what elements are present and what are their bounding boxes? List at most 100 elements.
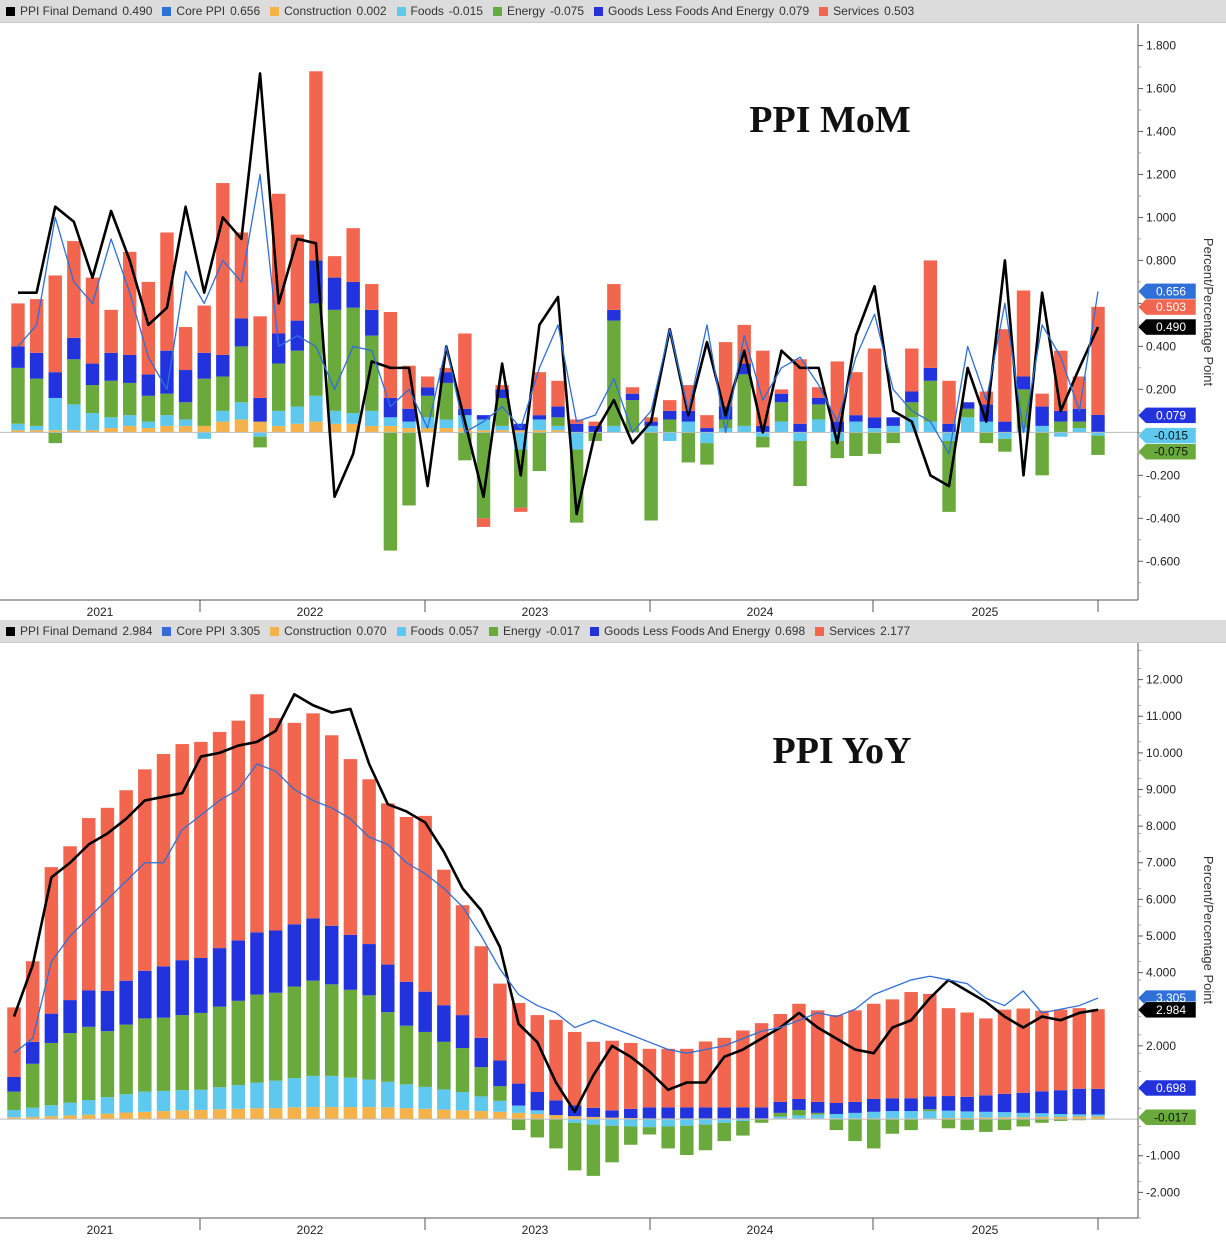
bar-goods_less xyxy=(7,1077,21,1092)
bar-energy xyxy=(399,1025,414,1085)
bar-energy xyxy=(1072,1119,1087,1121)
bar-services xyxy=(811,387,826,398)
bar-foods xyxy=(997,1112,1012,1118)
bar-services xyxy=(306,713,320,919)
bar-services xyxy=(625,387,640,394)
legend-swatch xyxy=(162,626,172,636)
bar-goods_less xyxy=(383,397,398,418)
bar-services xyxy=(810,1010,825,1102)
legend-top: PPI Final Demand 0.490 Core PPI 0.656 Constr… xyxy=(0,0,1226,23)
bar-goods_less xyxy=(474,1037,488,1068)
legend-item-construction: Construction 0.002 xyxy=(270,4,387,18)
bar-energy xyxy=(1016,1119,1030,1127)
bar-energy xyxy=(624,1126,638,1145)
legend-label: PPI Final Demand xyxy=(20,624,118,638)
bar-construction xyxy=(586,1116,601,1120)
legend-value: -0.015 xyxy=(448,4,483,18)
value-tag-shape xyxy=(1137,298,1197,316)
y-tick-label: 0.800 xyxy=(1146,253,1176,267)
bar-services xyxy=(383,312,398,398)
y-tick-label: 1.800 xyxy=(1146,38,1176,52)
bar-energy xyxy=(268,992,283,1081)
bar-energy xyxy=(104,380,118,418)
bar-foods xyxy=(1072,1114,1087,1117)
bar-services xyxy=(941,1008,956,1097)
bar-goods_less xyxy=(175,960,189,1016)
bar-energy xyxy=(737,374,751,426)
bar-construction xyxy=(941,1118,956,1120)
bar-goods_less xyxy=(605,1110,619,1118)
legend-value: 0.079 xyxy=(779,4,810,18)
bar-foods xyxy=(810,1114,825,1119)
bar-foods xyxy=(383,417,398,426)
bar-energy xyxy=(44,1042,59,1106)
bar-foods xyxy=(586,1119,601,1125)
bar-energy xyxy=(811,404,826,420)
bar-energy xyxy=(774,402,789,422)
bar-energy xyxy=(979,1119,993,1132)
legend-label: Core PPI xyxy=(176,4,226,18)
bar-energy xyxy=(402,432,416,506)
bar-energy xyxy=(511,1119,526,1131)
bar-foods xyxy=(7,1109,21,1118)
bar-foods xyxy=(1091,432,1105,436)
bar-services xyxy=(942,380,956,424)
bar-construction xyxy=(234,419,249,433)
bar-goods_less xyxy=(588,425,602,433)
legend-label: Foods xyxy=(410,4,444,18)
y-tick-label: 4.000 xyxy=(1146,966,1176,980)
bar-goods_less xyxy=(1072,408,1087,422)
bar-construction xyxy=(119,1112,133,1120)
bar-construction xyxy=(365,425,379,433)
bar-foods xyxy=(197,432,211,439)
legend-swatch xyxy=(162,6,172,16)
bar-energy xyxy=(138,1018,152,1092)
bar-construction xyxy=(306,1107,320,1120)
bar-foods xyxy=(661,1119,675,1127)
bar-goods_less xyxy=(306,918,320,981)
bar-construction xyxy=(514,430,528,433)
bar-construction xyxy=(123,425,137,433)
legend-item-energy: Energy -0.075 xyxy=(492,4,584,18)
bar-goods_less xyxy=(586,1107,601,1117)
bar-services xyxy=(365,284,379,310)
bar-energy xyxy=(141,395,156,422)
bar-energy xyxy=(7,1091,21,1110)
bar-foods xyxy=(250,1082,264,1109)
bar-services xyxy=(567,1031,582,1106)
bar-construction xyxy=(624,1118,638,1120)
bar-energy xyxy=(867,432,882,454)
legend-swatch xyxy=(590,626,599,636)
bar-services xyxy=(680,1048,694,1108)
bar-energy xyxy=(941,1119,956,1129)
legend-bottom: PPI Final Demand 2.984 Core PPI 3.305 Constr… xyxy=(0,620,1226,643)
bar-goods_less xyxy=(197,352,211,379)
bar-foods xyxy=(48,397,62,431)
value-tag-shape xyxy=(1137,427,1197,444)
bar-services xyxy=(399,816,414,982)
bar-goods_less xyxy=(811,397,826,405)
legend-swatch xyxy=(270,6,280,16)
bar-energy xyxy=(1054,421,1068,433)
bar-services xyxy=(439,367,453,373)
legend-value: 0.490 xyxy=(122,4,153,18)
bar-goods_less xyxy=(1016,1092,1030,1113)
bar-services xyxy=(123,251,137,355)
bar-services xyxy=(904,992,918,1099)
legend-item-foods: Foods 0.057 xyxy=(396,624,479,638)
bar-services xyxy=(268,718,283,931)
bar-foods xyxy=(439,419,453,429)
value-tag-label: 0.503 xyxy=(1156,300,1186,314)
bar-services xyxy=(119,790,133,981)
bar-construction xyxy=(11,430,25,433)
bar-construction xyxy=(362,1107,376,1120)
bar-foods xyxy=(1054,432,1068,437)
value-tag-shape xyxy=(1137,1001,1197,1019)
bar-construction xyxy=(979,1117,993,1120)
bar-foods xyxy=(194,1089,208,1110)
bar-energy xyxy=(194,1012,208,1090)
bar-construction xyxy=(63,1115,77,1120)
bar-services xyxy=(1016,290,1031,377)
bar-energy xyxy=(25,1063,40,1108)
bar-construction xyxy=(194,1109,208,1120)
